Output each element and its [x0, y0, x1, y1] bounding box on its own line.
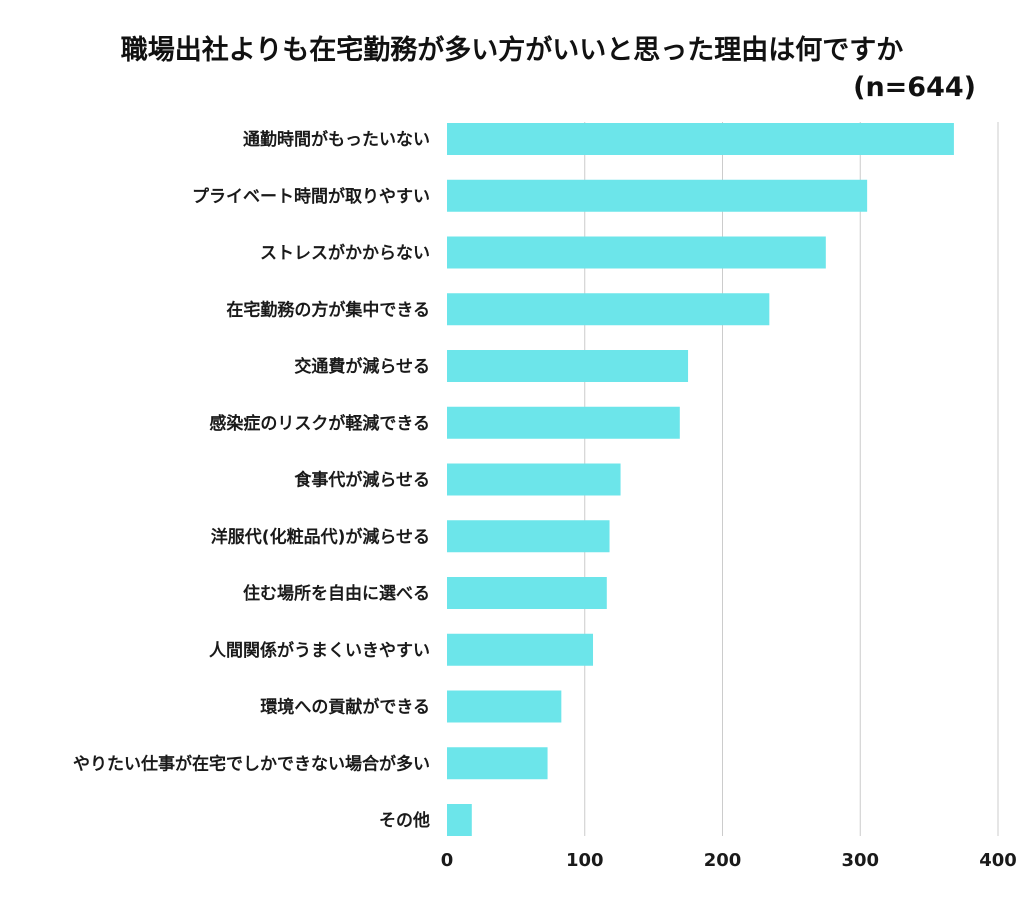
bar — [447, 577, 607, 609]
category-label: 感染症のリスクが軽減できる — [209, 413, 430, 434]
bar — [447, 690, 562, 723]
x-tick-label: 300 — [841, 850, 879, 871]
category-label: 環境への貢献ができる — [260, 697, 430, 718]
bar — [447, 236, 826, 269]
category-label: プライベート時間が取りやすい — [192, 186, 430, 207]
category-label: 在宅勤務の方が集中できる — [226, 299, 430, 320]
category-label: 交通費が減らせる — [294, 356, 430, 377]
category-label: 住む場所を自由に選べる — [243, 583, 430, 604]
bar — [447, 747, 548, 780]
bar — [447, 350, 689, 382]
x-tick-label: 0 — [441, 850, 454, 871]
bar — [447, 406, 680, 439]
bar — [447, 804, 472, 836]
category-label: 食事代が減らせる — [294, 470, 430, 491]
x-tick-label: 400 — [979, 850, 1017, 871]
chart-subtitle: (n=644) — [853, 72, 976, 103]
category-label: 洋服代(化粧品代)が減らせる — [211, 526, 430, 547]
bar — [447, 463, 621, 496]
category-label: その他 — [379, 810, 430, 831]
bar — [447, 520, 610, 553]
bar — [447, 179, 868, 212]
x-tick-label: 100 — [566, 850, 604, 871]
category-label: 人間関係がうまくいきやすい — [209, 640, 430, 661]
bar — [447, 633, 594, 666]
x-tick-label: 200 — [704, 850, 742, 871]
category-label: 通勤時間がもったいない — [243, 129, 430, 150]
chart-title: 職場出社よりも在宅勤務が多い方がいいと思った理由は何ですか — [120, 35, 904, 66]
category-label: やりたい仕事が在宅でしかできない場合が多い — [73, 753, 430, 774]
category-label: ストレスがかからない — [260, 243, 430, 264]
bar — [447, 123, 954, 155]
bar — [447, 293, 770, 326]
